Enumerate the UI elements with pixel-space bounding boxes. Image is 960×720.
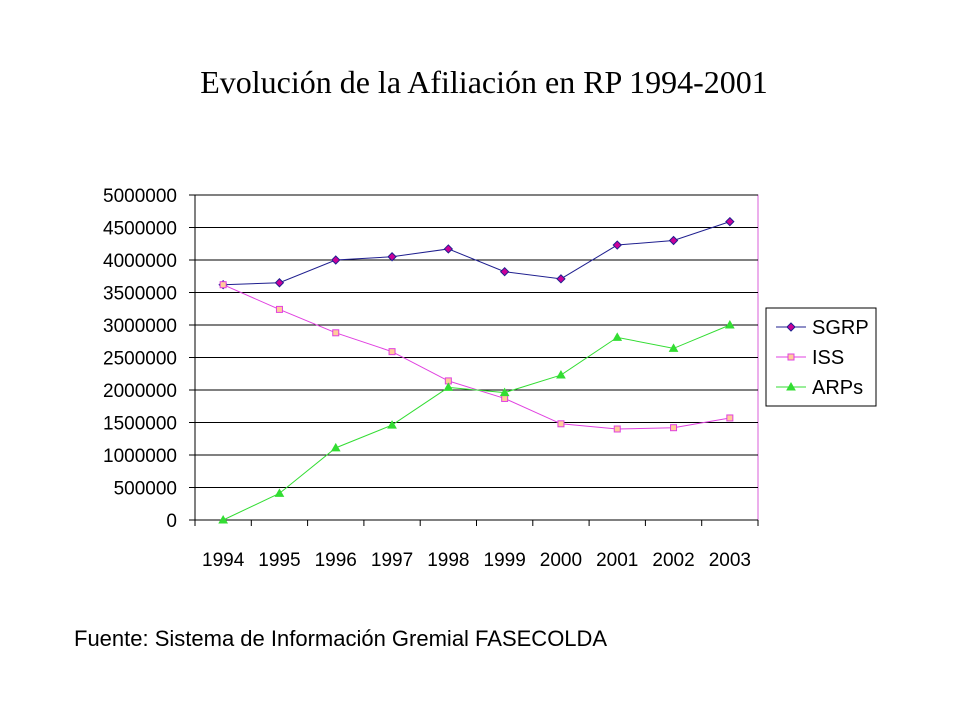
x-tick-label: 2003 [709,550,751,571]
data-point-iss [557,420,565,428]
data-point-sgrp [725,216,735,227]
data-point-iss [613,425,621,433]
x-tick-label: 2002 [652,550,694,571]
series-group [218,216,735,524]
legend: SGRP ISS ARPs [765,307,877,407]
y-tick-label: 4500000 [103,219,177,240]
legend-marker-arps [786,381,796,391]
data-point-iss [670,424,678,432]
x-tick-label: 1999 [484,550,526,571]
y-tick-label: 0 [166,511,177,532]
data-point-sgrp [443,244,454,254]
x-axis-ticks: 1994 1995 1996 1997 1998 1999 2000 2001 2002 2003 [194,520,759,571]
legend-label-iss: ISS [812,347,844,369]
x-tick-label: 2000 [540,550,582,571]
x-tick-label: 1995 [258,550,300,571]
data-point-iss [501,394,509,402]
y-tick-label: 500000 [114,479,177,500]
y-tick-label: 2000000 [103,381,177,402]
data-point-iss [726,414,734,422]
data-point-arps [218,514,229,524]
data-point-sgrp [331,255,341,265]
series-arps [218,319,735,524]
data-point-iss [388,348,396,356]
x-tick-label: 1996 [315,550,357,571]
data-point-iss [332,329,340,337]
x-tick-label: 1997 [371,550,413,571]
data-point-arps [499,387,510,397]
legend-label-sgrp: SGRP [812,317,869,339]
legend-marker-iss [787,353,795,361]
y-tick-label: 3500000 [103,284,177,305]
legend-marker-sgrp [786,322,796,332]
page-title: Evolución de la Afiliación en RP 1994-20… [200,64,768,100]
data-point-arps [556,370,566,379]
y-tick-label: 5000000 [103,186,177,207]
data-point-arps [387,420,397,429]
y-tick-label: 3000000 [103,316,177,337]
data-point-iss [219,281,227,289]
y-tick-label: 2500000 [103,349,177,370]
data-point-sgrp [274,278,285,288]
x-tick-label: 2001 [596,550,638,571]
data-point-arps [330,442,341,452]
data-point-arps [668,343,679,352]
y-tick-label: 4000000 [103,251,177,272]
x-tick-label: 1998 [427,550,469,571]
y-axis-ticks: 0 500000 1000000 1500000 2000000 2500000 30000… [103,186,195,532]
y-tick-label: 1000000 [103,446,177,467]
gridlines [195,194,758,488]
series-line-sgrp [223,221,731,286]
data-point-sgrp [499,266,510,277]
series-line-arps [222,324,731,521]
data-point-arps [724,319,735,329]
data-point-iss [275,305,283,313]
x-tick-label: 1994 [202,550,245,571]
legend-label-arps: ARPs [812,377,863,399]
data-point-sgrp [387,252,397,262]
data-point-arps [612,332,623,341]
y-tick-label: 1500000 [103,414,177,435]
data-point-sgrp [668,235,679,246]
data-point-arps [274,488,285,497]
data-point-sgrp [612,240,622,250]
source-note: Fuente: Sistema de Información Gremial F… [74,626,608,651]
data-point-sgrp [556,274,566,284]
data-point-arps [443,382,454,391]
